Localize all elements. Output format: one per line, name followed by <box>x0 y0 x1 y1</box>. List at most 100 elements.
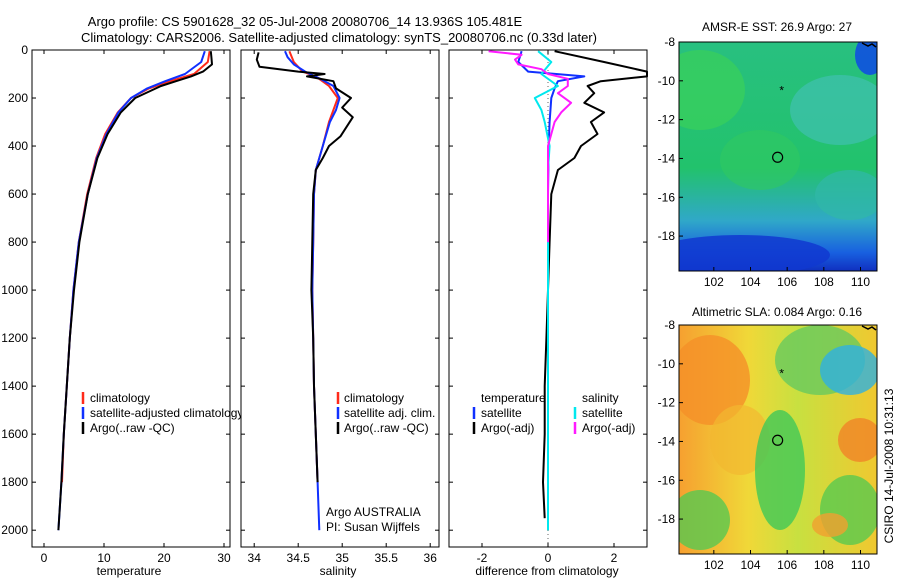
salinity-lines <box>255 50 354 531</box>
sla-map-title: Altimetric SLA: 0.084 Argo: 0.16 <box>692 305 862 319</box>
sla-previous-position-marker: * <box>779 367 784 381</box>
figure-title-line1: Argo profile: CS 5901628_32 05-Jul-2008 … <box>88 14 523 29</box>
sla-map-x-tick-label: 104 <box>740 558 760 572</box>
temperature-legend: climatology satellite-adjusted climatolo… <box>81 391 243 435</box>
sst-map-markers: * <box>772 84 784 163</box>
depth-tick-label: 1000 <box>1 283 28 297</box>
sla-map-y-tick-label: -12 <box>658 396 676 410</box>
sst-map-y-tick-label: -18 <box>658 229 676 243</box>
salinity-y-ticks <box>241 49 439 531</box>
salinity-x-tick-label: 36 <box>424 551 438 565</box>
legend-label-argo: Argo(..raw -QC) <box>344 421 429 435</box>
difference-x-tick-label: 2 <box>611 551 618 565</box>
temperature-axis-label: temperature <box>97 564 162 578</box>
salinity-x-tick-label: 34 <box>248 551 262 565</box>
figure-title-line2: Climatology: CARS2006. Satellite-adjuste… <box>81 30 597 45</box>
sla-map-x-tick-label: 108 <box>814 558 834 572</box>
sst-map-y-tick-label: -12 <box>658 113 676 127</box>
sla-map-image <box>679 325 877 554</box>
sla-argo-position-marker <box>772 434 784 446</box>
sla-map-x-tick-label: 102 <box>704 558 724 572</box>
legend-label-climatology: climatology <box>344 391 404 405</box>
depth-tick-label: 400 <box>8 139 28 153</box>
difference-series-temperature-argo-adj- <box>542 50 648 519</box>
sla-map-y-tick-label: -8 <box>664 318 675 332</box>
timestamp-footer: CSIRO 14-Jul-2008 10:31:13 <box>882 388 896 543</box>
sst-map-x-tick-label: 104 <box>740 275 760 289</box>
difference-x-tick-label: 0 <box>545 551 552 565</box>
depth-tick-label: 0 <box>21 43 28 57</box>
salinity-series-argo-raw-qc- <box>255 52 354 483</box>
legend-title-temperature: temperature <box>481 391 546 405</box>
salinity-x-ticks: 34 34.5 35 35.5 36 <box>248 50 438 565</box>
difference-x-tick-label: -2 <box>477 551 488 565</box>
depth-tick-label: 600 <box>8 187 28 201</box>
temperature-x-tick-label: 10 <box>97 551 111 565</box>
temperature-series-argo-raw-qc- <box>57 51 213 531</box>
sst-map-x-tick-label: 106 <box>777 275 797 289</box>
sst-map-title: AMSR-E SST: 26.9 Argo: 27 <box>702 20 852 34</box>
difference-lines <box>488 50 648 531</box>
sla-map-x-ticks: 102 104 106 108 110 <box>704 550 870 572</box>
legend-label-sal-argo: Argo(-adj) <box>582 421 635 435</box>
difference-series-salinity-satellite <box>533 50 559 531</box>
legend-label-satellite: satellite-adjusted climatology <box>90 406 243 420</box>
sla-map-y-ticks: -8 -10 -12 -14 -16 -18 <box>658 318 683 526</box>
sst-map-y-tick-label: -10 <box>658 74 676 88</box>
sla-map-y-tick-label: -16 <box>658 473 676 487</box>
sst-map-x-tick-label: 108 <box>814 275 834 289</box>
sst-map-x-ticks: 102 104 106 108 110 <box>704 267 870 289</box>
sst-map-y-ticks: -8 -10 -12 -14 -16 -18 <box>658 35 683 243</box>
difference-axis-label: difference from climatology <box>475 564 618 578</box>
temperature-x-tick-label: 30 <box>217 551 231 565</box>
depth-tick-label: 1200 <box>1 331 28 345</box>
annotation-program: Argo AUSTRALIA <box>326 505 421 519</box>
temperature-panel: 0 200 400 600 800 1000 1200 1400 1600 1800 2000 0 1… <box>1 43 243 578</box>
sst-previous-position-marker: * <box>779 84 784 98</box>
legend-label-temp-satellite: satellite <box>481 406 522 420</box>
sst-map-y-tick-label: -8 <box>664 35 675 49</box>
temperature-x-tick-label: 0 <box>41 551 48 565</box>
difference-panel: -2 0 2 difference from climatology tempera… <box>448 49 648 578</box>
salinity-x-tick-label: 35 <box>336 551 350 565</box>
difference-x-ticks: -2 0 2 <box>477 50 618 565</box>
sst-coastline <box>861 42 877 48</box>
salinity-axis-label: salinity <box>320 564 357 578</box>
temperature-axes-frame <box>31 49 231 548</box>
temperature-y-ticks: 0 200 400 600 800 1000 1200 1400 1600 1800 2000 <box>1 43 230 537</box>
sst-map-y-tick-label: -14 <box>658 151 676 165</box>
temperature-lines <box>57 50 213 531</box>
sla-map-x-tick-label: 110 <box>851 558 870 572</box>
salinity-panel: 34 34.5 35 35.5 36 salinity climatology sate… <box>240 49 440 578</box>
depth-tick-label: 1400 <box>1 379 28 393</box>
annotation-pi: PI: Susan Wijffels <box>326 520 420 534</box>
legend-label-sal-satellite: satellite <box>582 406 623 420</box>
sla-map-frame <box>678 324 878 555</box>
sst-map-image <box>679 42 877 271</box>
depth-tick-label: 1800 <box>1 475 28 489</box>
sst-argo-position-marker <box>772 151 784 163</box>
sst-map-x-tick-label: 110 <box>851 275 870 289</box>
sla-map-panel: Altimetric SLA: 0.084 Argo: 0.16 102 104 1… <box>658 305 878 572</box>
sla-map-y-tick-label: -10 <box>658 357 676 371</box>
salinity-x-tick-label: 34.5 <box>287 551 311 565</box>
salinity-x-tick-label: 35.5 <box>375 551 399 565</box>
legend-label-argo: Argo(..raw -QC) <box>90 421 175 435</box>
depth-tick-label: 800 <box>8 235 28 249</box>
sst-map-frame <box>678 41 878 272</box>
legend-label-climatology: climatology <box>90 391 150 405</box>
legend-title-salinity: salinity <box>582 391 619 405</box>
depth-tick-label: 200 <box>8 91 28 105</box>
legend-label-satellite: satellite adj. clim. <box>344 406 435 420</box>
sst-map-panel: AMSR-E SST: 26.9 Argo: 27 102 104 106 108 11… <box>658 20 878 289</box>
difference-legend: temperature satellite Argo(-adj) salinit… <box>472 391 635 435</box>
temperature-x-ticks: 0 10 20 30 <box>41 50 231 565</box>
sla-map-x-tick-label: 106 <box>777 558 797 572</box>
sst-map-y-tick-label: -16 <box>658 190 676 204</box>
depth-tick-label: 2000 <box>1 523 28 537</box>
sla-map-y-tick-label: -18 <box>658 512 676 526</box>
sla-map-markers: * <box>772 367 784 446</box>
sla-map-y-tick-label: -14 <box>658 434 676 448</box>
salinity-axes-frame <box>240 49 440 548</box>
